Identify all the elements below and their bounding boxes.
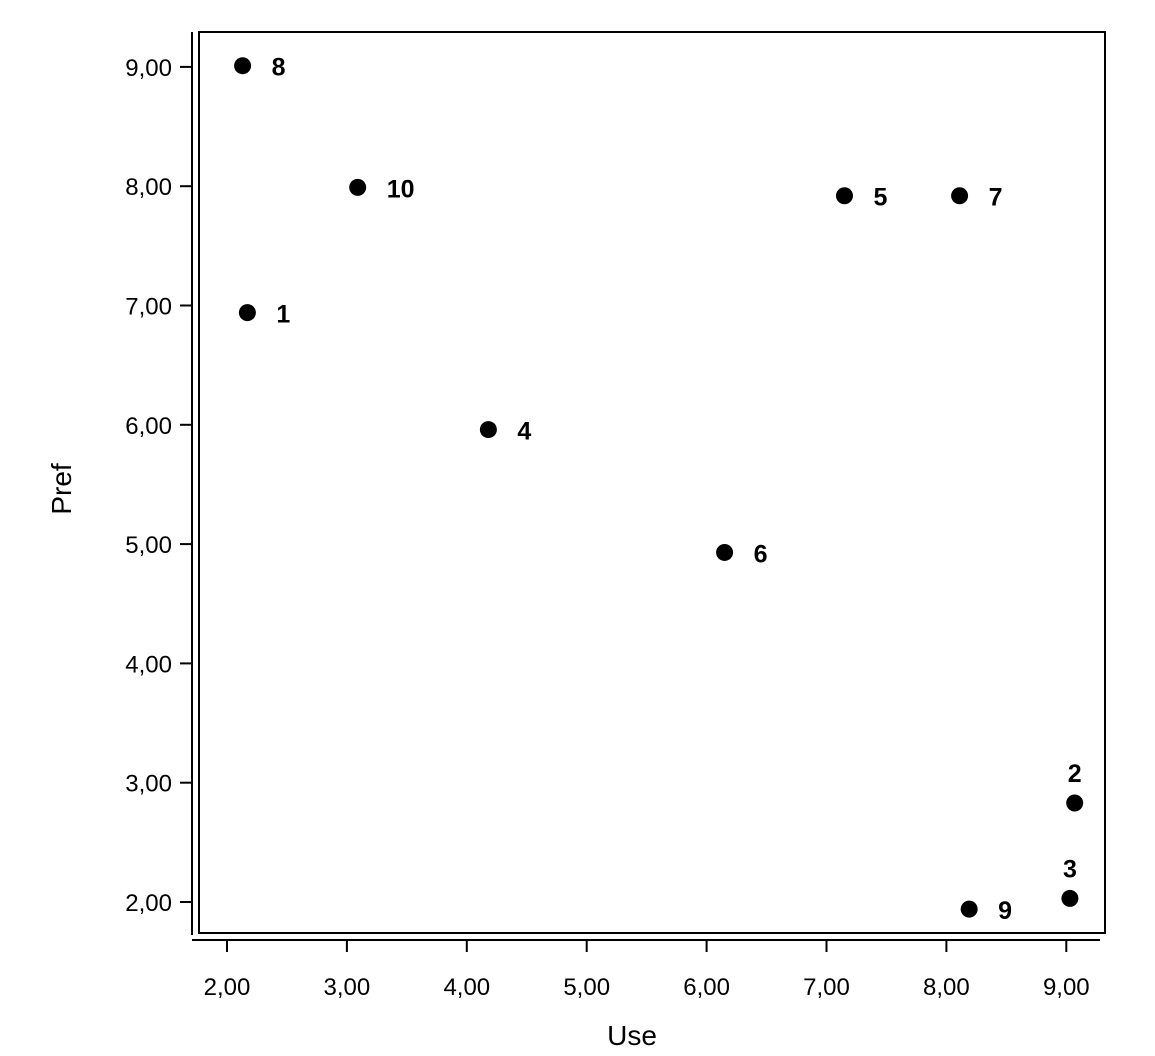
x-tick-label: 5,00 [563, 974, 610, 1001]
point-label-8: 8 [272, 54, 286, 82]
y-tick-label: 8,00 [125, 174, 172, 201]
data-point-4 [479, 421, 497, 439]
y-tick-label: 3,00 [125, 771, 172, 798]
point-label-2: 2 [1068, 760, 1082, 788]
x-tick-label: 2,00 [204, 974, 251, 1001]
y-tick-label: 2,00 [125, 890, 172, 917]
y-tick-label: 7,00 [125, 294, 172, 321]
y-tick-label: 4,00 [125, 651, 172, 678]
point-label-10: 10 [387, 175, 415, 203]
data-point-8 [234, 57, 252, 75]
point-label-5: 5 [873, 184, 887, 212]
y-tick-label: 5,00 [125, 532, 172, 559]
x-tick-label: 7,00 [803, 974, 850, 1001]
point-label-4: 4 [517, 418, 531, 446]
data-point-3 [1061, 889, 1079, 907]
x-tick-label: 4,00 [443, 974, 490, 1001]
x-tick-label: 6,00 [683, 974, 730, 1001]
point-label-9: 9 [998, 897, 1012, 925]
point-label-1: 1 [276, 301, 290, 329]
data-point-6 [716, 543, 734, 561]
data-point-9 [960, 900, 978, 918]
point-label-3: 3 [1063, 855, 1077, 883]
x-axis-title: Use [607, 1020, 657, 1051]
x-tick-label: 8,00 [923, 974, 970, 1001]
point-label-7: 7 [989, 184, 1003, 212]
data-point-7 [951, 187, 969, 205]
y-axis-title: Pref [46, 463, 77, 515]
x-axis-ticks: 2,00 3,00 4,00 5,00 6,00 7,00 8,00 9,00 [204, 940, 1090, 1001]
x-tick-label: 3,00 [324, 974, 371, 1001]
plot-frame [198, 31, 1106, 934]
y-tick-label: 9,00 [125, 55, 172, 82]
y-tick-label: 6,00 [125, 413, 172, 440]
data-point-5 [835, 187, 853, 205]
x-tick-label: 9,00 [1043, 974, 1090, 1001]
data-point-10 [349, 178, 367, 196]
y-axis-ticks: 2,00 3,00 4,00 5,00 6,00 7,00 8,00 9,00 [125, 55, 192, 917]
data-points: 1 2 3 4 5 6 7 8 9 10 [234, 54, 1084, 925]
data-point-2 [1066, 794, 1084, 812]
data-point-1 [238, 304, 256, 322]
point-label-6: 6 [754, 540, 768, 568]
